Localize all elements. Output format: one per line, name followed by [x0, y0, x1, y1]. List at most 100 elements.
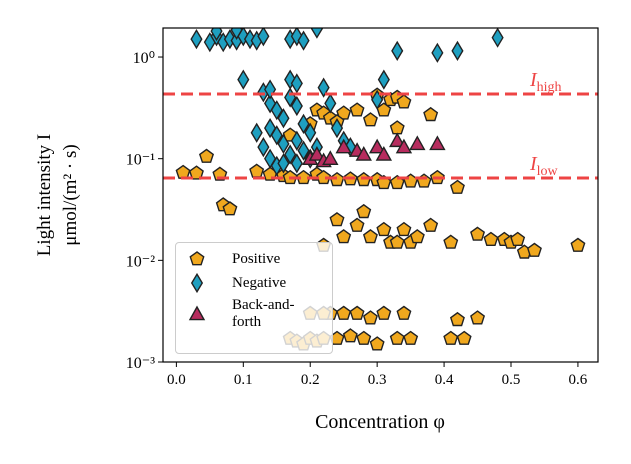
- marker: [470, 310, 486, 325]
- marker: [237, 69, 250, 90]
- marker: [249, 163, 265, 178]
- marker: [423, 217, 439, 232]
- marker: [389, 234, 405, 249]
- legend-label: Back-and-forth: [232, 297, 295, 330]
- marker: [297, 30, 310, 51]
- marker: [284, 144, 297, 165]
- reference-label: Ihigh: [529, 69, 562, 95]
- marker: [330, 117, 344, 139]
- marker: [290, 28, 303, 47]
- marker: [277, 133, 290, 154]
- marker: [297, 140, 310, 161]
- reference-label: Ilow: [529, 153, 559, 179]
- marker: [409, 135, 426, 151]
- marker: [570, 237, 586, 252]
- x-tick-label: 0.3: [368, 372, 387, 388]
- marker: [336, 229, 352, 244]
- marker: [317, 77, 330, 98]
- marker: [316, 169, 332, 185]
- marker: [369, 336, 385, 351]
- marker: [342, 328, 358, 343]
- marker: [391, 40, 404, 61]
- marker: [336, 305, 352, 320]
- marker: [491, 28, 504, 48]
- legend-entry: Negative: [182, 273, 326, 293]
- marker: [336, 105, 352, 120]
- marker: [277, 153, 290, 174]
- reference-label-sub: low: [537, 164, 559, 179]
- marker: [322, 150, 339, 165]
- y-tick-label: 10⁻²: [126, 253, 155, 270]
- marker: [198, 148, 215, 163]
- marker: [456, 330, 472, 345]
- marker: [416, 173, 432, 188]
- y-axis-label: μmol/(m² · s): [60, 144, 81, 245]
- y-tick-label: 10⁻¹: [126, 152, 155, 169]
- marker: [270, 100, 283, 121]
- marker: [355, 146, 372, 161]
- marker: [443, 234, 459, 249]
- x-tick-label: 0.6: [569, 372, 588, 388]
- marker: [362, 310, 378, 325]
- marker: [449, 311, 465, 327]
- marker: [297, 113, 310, 134]
- marker: [349, 102, 365, 117]
- x-axis-label: Concentration φ: [315, 411, 445, 433]
- marker: [451, 40, 464, 61]
- x-tick-label: 0.1: [234, 372, 253, 388]
- marker: [277, 108, 290, 129]
- marker: [376, 221, 392, 237]
- legend-entry: Positive: [182, 249, 326, 269]
- marker: [296, 169, 312, 185]
- legend-marker: [190, 273, 204, 293]
- marker: [290, 153, 303, 174]
- reference-label-sub: high: [537, 80, 562, 95]
- x-tick-label: 0.0: [167, 372, 186, 388]
- marker: [349, 217, 365, 232]
- marker: [409, 229, 425, 244]
- x-tick-label: 0.2: [301, 372, 320, 388]
- marker: [349, 305, 365, 320]
- marker: [329, 212, 345, 227]
- marker: [290, 95, 303, 117]
- marker: [335, 138, 352, 154]
- marker: [324, 93, 337, 114]
- y-tick-label: 10⁰: [133, 50, 155, 67]
- reference-label-main: I: [529, 69, 538, 91]
- marker: [483, 231, 499, 247]
- marker: [257, 28, 270, 47]
- marker: [175, 164, 191, 179]
- legend-label: Negative: [232, 274, 287, 291]
- marker: [377, 69, 390, 90]
- marker: [396, 94, 412, 109]
- marker: [188, 165, 204, 180]
- marker: [376, 305, 392, 320]
- marker: [396, 221, 412, 237]
- marker: [395, 138, 413, 154]
- y-axis-label: Light intensity I: [34, 134, 55, 256]
- marker: [308, 146, 326, 161]
- marker: [362, 229, 378, 244]
- x-tick-label: 0.4: [435, 372, 454, 388]
- marker: [526, 242, 542, 257]
- reference-label-main: I: [529, 153, 538, 175]
- marker: [423, 106, 439, 122]
- marker: [304, 122, 317, 143]
- marker: [222, 201, 238, 216]
- marker: [375, 146, 393, 161]
- legend-marker: [189, 251, 205, 266]
- marker: [310, 28, 323, 39]
- marker: [250, 122, 263, 143]
- marker: [389, 120, 405, 135]
- marker: [443, 330, 459, 345]
- marker: [190, 29, 203, 50]
- marker: [356, 203, 372, 219]
- x-tick-label: 0.5: [502, 372, 521, 388]
- plot-frame: [162, 27, 599, 363]
- marker: [257, 136, 270, 158]
- marker: [449, 179, 465, 194]
- marker: [290, 130, 303, 151]
- marker: [396, 305, 412, 320]
